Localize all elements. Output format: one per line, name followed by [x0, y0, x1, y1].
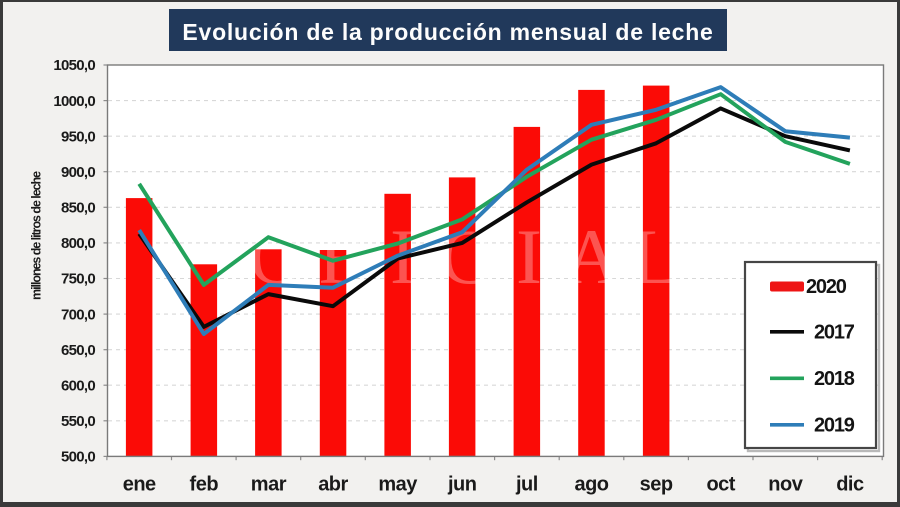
- svg-text:jul: jul: [515, 474, 538, 496]
- svg-text:550,0: 550,0: [61, 413, 95, 430]
- svg-text:2018: 2018: [814, 368, 855, 390]
- svg-text:oct: oct: [706, 474, 735, 496]
- svg-text:mar: mar: [251, 474, 287, 496]
- svg-text:sep: sep: [640, 474, 673, 496]
- svg-text:jun: jun: [447, 474, 477, 496]
- svg-text:A: A: [564, 213, 620, 300]
- svg-text:I: I: [516, 213, 542, 300]
- svg-text:ago: ago: [574, 474, 608, 496]
- svg-text:nov: nov: [768, 474, 803, 496]
- svg-text:2019: 2019: [814, 415, 855, 437]
- svg-text:1050,0: 1050,0: [53, 57, 95, 74]
- svg-text:dic: dic: [836, 474, 864, 496]
- svg-text:750,0: 750,0: [61, 271, 95, 288]
- svg-text:650,0: 650,0: [61, 342, 95, 359]
- svg-text:700,0: 700,0: [61, 306, 95, 323]
- svg-text:2020: 2020: [806, 276, 847, 298]
- svg-text:may: may: [378, 474, 418, 496]
- svg-text:500,0: 500,0: [61, 449, 95, 466]
- svg-text:900,0: 900,0: [61, 164, 95, 181]
- svg-text:1000,0: 1000,0: [53, 93, 95, 110]
- svg-text:ene: ene: [123, 474, 156, 496]
- svg-text:feb: feb: [190, 474, 219, 496]
- svg-text:800,0: 800,0: [61, 235, 95, 252]
- svg-text:950,0: 950,0: [61, 128, 95, 145]
- svg-text:abr: abr: [318, 474, 348, 496]
- svg-text:2017: 2017: [814, 322, 855, 344]
- svg-text:600,0: 600,0: [61, 377, 95, 394]
- svg-text:millones de litros de leche: millones de litros de leche: [30, 171, 44, 300]
- svg-text:850,0: 850,0: [61, 200, 95, 217]
- svg-text:L: L: [631, 213, 679, 300]
